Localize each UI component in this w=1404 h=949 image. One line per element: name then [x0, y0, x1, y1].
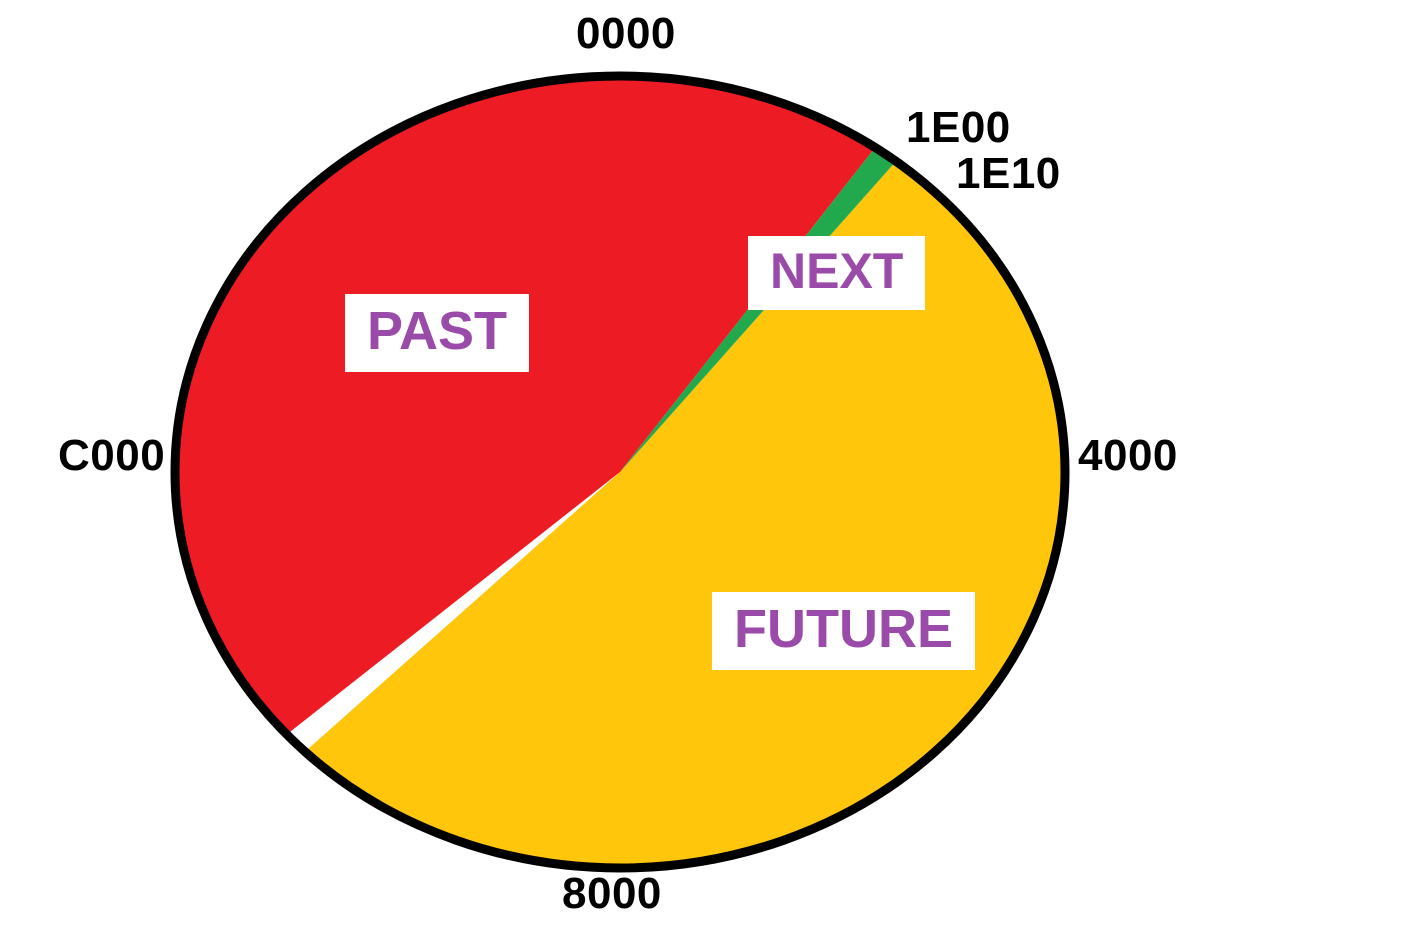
region-label-next: NEXT — [748, 236, 926, 310]
region-label-past: PAST — [345, 294, 530, 372]
tick-label-1E00: 1E00 — [906, 103, 1011, 152]
wheel-outline — [170, 71, 1070, 873]
region-label-future: FUTURE — [712, 592, 975, 670]
tick-label-0000: 0000 — [576, 9, 676, 58]
tick-label-4000: 4000 — [1078, 431, 1178, 480]
tick-label-8000: 8000 — [562, 869, 662, 918]
tick-label-C000: C000 — [58, 431, 166, 480]
tick-label-1E10: 1E10 — [956, 149, 1061, 198]
